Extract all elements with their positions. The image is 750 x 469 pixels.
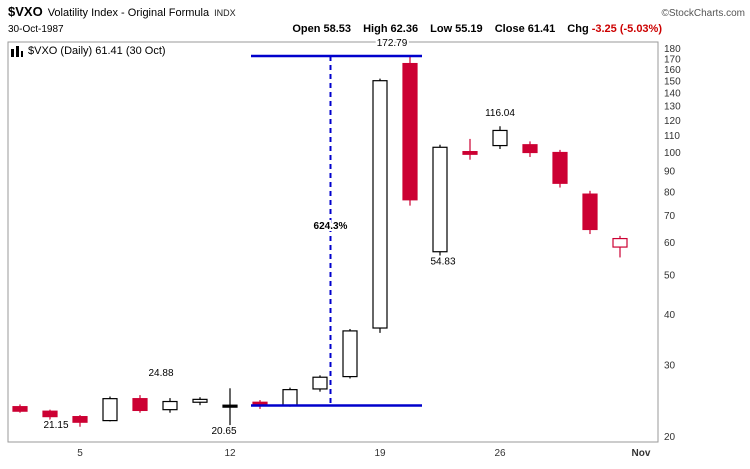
chg-value: -3.25 (-5.03%) [591,23,662,35]
low-value: 55.19 [455,23,483,35]
copyright-link[interactable]: ©StockCharts.com [661,8,745,19]
candle-body [342,330,358,378]
x-axis-label: 12 [224,448,236,459]
y-axis-label: 80 [664,187,676,198]
price-annotation: 116.04 [485,108,515,119]
candle-body [462,151,478,155]
candle-body [402,62,418,201]
candle-body [582,193,598,231]
y-axis-label: 150 [664,76,681,87]
instrument-heading: $VXO Volatility Index - Original Formula I… [8,3,236,21]
chart-legend-label: $VXO (Daily) 61.41 (30 Oct) [28,45,166,57]
ohlc-readout: Open 58.53 High 62.36 Low 55.19 Close 61.41 … [283,23,745,35]
quote-date: 30-Oct-1987 [8,24,64,35]
candle-body [432,146,448,253]
candle-body [492,129,508,147]
price-annotation: 20.65 [211,426,236,437]
y-axis-label: 40 [664,310,676,321]
price-annotation: 172.79 [377,38,408,49]
high-value: 62.36 [390,23,419,35]
x-axis-label: Nov [632,448,651,459]
candle-body [312,376,328,390]
open-value: 58.53 [323,23,352,35]
y-axis-label: 30 [664,361,676,372]
high-label: High [363,23,388,35]
symbol: $VXO [8,4,43,19]
candle-body [72,416,88,423]
candle-body [372,80,388,329]
chart-legend: $VXO (Daily) 61.41 (30 Oct) [10,44,166,58]
y-axis-label: 120 [664,116,681,127]
y-axis-label: 90 [664,167,676,178]
y-axis-label: 110 [664,131,680,142]
exchange-tag: INDX [214,8,236,18]
chg-label: Chg [567,23,589,35]
open-label: Open [292,23,321,35]
close-label: Close [494,23,525,35]
y-axis-label: 180 [664,44,681,55]
price-annotation: 624.3% [314,221,348,232]
x-axis-label: 26 [494,448,506,459]
y-axis-label: 50 [664,270,676,281]
instrument-title: Volatility Index - Original Formula [47,7,210,19]
y-axis-label: 130 [664,102,681,113]
x-axis-label: 5 [77,448,83,459]
plot-frame [7,41,659,443]
y-axis-label: 100 [664,148,681,159]
candle-body [12,406,28,412]
candle-body [192,398,208,403]
candle-body [162,400,178,411]
chart-header: $VXO Volatility Index - Original Formula I… [0,0,750,36]
y-axis-label: 160 [664,65,681,76]
y-axis-label: 20 [664,432,676,443]
x-axis-label: 19 [374,448,386,459]
chart-area: 180 170 160 150 140 130 120 110 100 90 80 70 60 50 40 3… [0,36,750,464]
mini-chart-icon [11,46,23,57]
candle-body [102,398,118,422]
price-annotation: 54.83 [430,257,455,268]
y-axis-label: 70 [664,211,676,222]
candle-body [132,398,148,412]
candle-body [42,410,58,418]
price-annotation: 24.88 [148,368,173,379]
candle-body [552,151,568,184]
candle-body [612,237,628,248]
candle-body [222,404,238,408]
low-label: Low [430,23,453,35]
close-value: 61.41 [527,23,556,35]
y-axis-label: 170 [664,54,681,65]
candle-body [282,389,298,406]
candle-body [522,144,538,154]
y-axis-label: 60 [664,238,676,249]
y-axis-label: 140 [664,89,681,100]
price-annotation: 21.15 [43,420,68,431]
